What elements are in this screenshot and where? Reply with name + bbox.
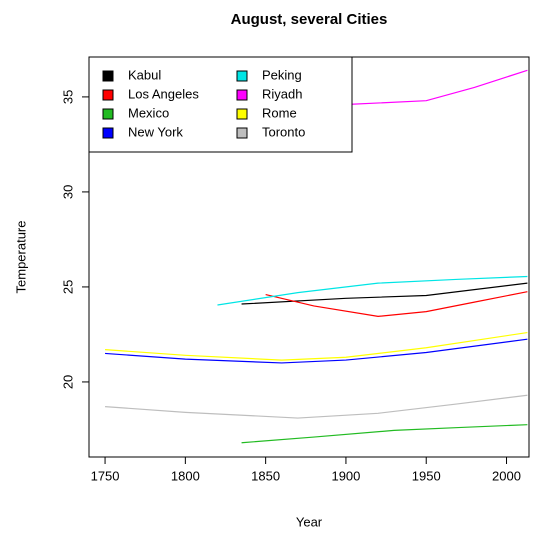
x-axis-label: Year: [296, 514, 323, 529]
series-line: [105, 338, 528, 364]
series-line: [241, 424, 528, 444]
legend-swatch: [236, 108, 248, 120]
legend-swatch: [102, 108, 114, 120]
y-axis-label: Temperature: [13, 221, 28, 294]
chart-title: August, several Cities: [231, 11, 388, 28]
legend-swatch: [236, 127, 248, 139]
legend-swatch: [236, 89, 248, 101]
legend-label: Rome: [262, 105, 297, 120]
legend-box: [88, 56, 353, 153]
legend-label: Kabul: [128, 67, 161, 82]
x-tick-label: 1950: [412, 468, 441, 483]
x-tick-label: 1900: [331, 468, 360, 483]
legend-swatch: [236, 70, 248, 82]
series-line: [345, 69, 528, 106]
y-tick-label: 25: [60, 280, 75, 294]
x-tick-label: 1800: [171, 468, 200, 483]
y-tick-label: 30: [60, 185, 75, 199]
y-tick-label: 20: [60, 375, 75, 389]
y-tick-label: 35: [60, 90, 75, 104]
legend-swatch: [102, 89, 114, 101]
series-line: [105, 331, 528, 361]
x-tick-label: 1850: [251, 468, 280, 483]
legend-label: New York: [128, 124, 183, 139]
legend-label: Toronto: [262, 124, 305, 139]
legend-label: Mexico: [128, 105, 169, 120]
legend-swatch: [102, 127, 114, 139]
legend-swatch: [102, 70, 114, 82]
x-tick-label: 1750: [91, 468, 120, 483]
series-line: [105, 394, 528, 419]
legend-label: Riyadh: [262, 86, 302, 101]
legend-label: Peking: [262, 67, 302, 82]
series-line: [241, 282, 528, 305]
series-line: [265, 291, 528, 317]
series-line: [217, 275, 528, 306]
legend-label: Los Angeles: [128, 86, 199, 101]
x-tick-label: 2000: [492, 468, 521, 483]
